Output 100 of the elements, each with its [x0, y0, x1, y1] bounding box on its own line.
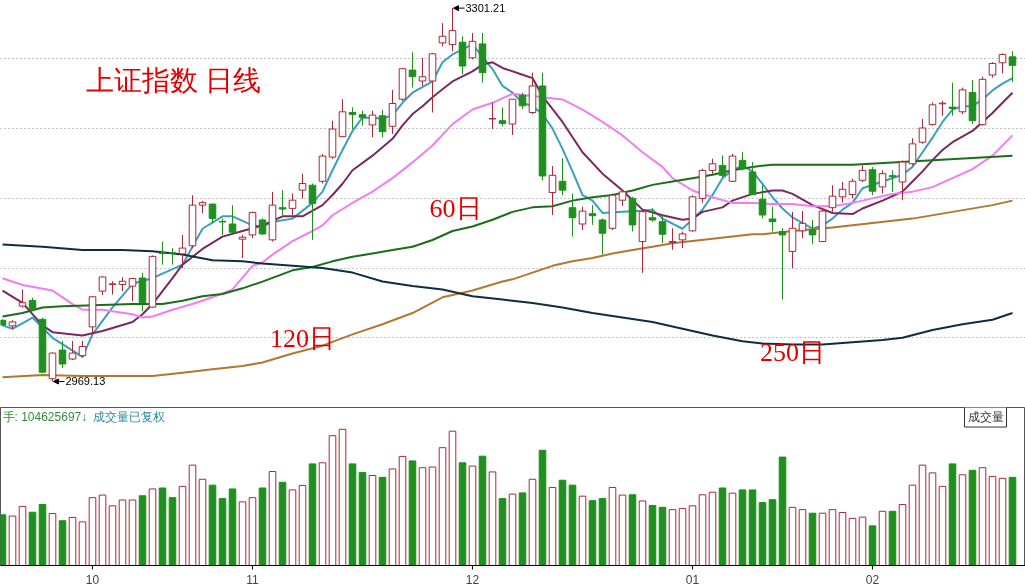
candlestick: [848, 178, 857, 199]
bar: [278, 481, 287, 566]
candlestick: [928, 101, 937, 127]
bar: [938, 485, 947, 566]
candlestick: [808, 219, 817, 245]
candlestick: [548, 165, 557, 216]
bar: [8, 515, 17, 566]
bar: [498, 498, 507, 566]
bar: [878, 510, 887, 566]
bar: [928, 472, 937, 566]
bar: [508, 493, 517, 566]
candlestick: [388, 89, 397, 135]
candlestick: [908, 137, 917, 166]
bar: [348, 463, 357, 566]
bar: [58, 520, 67, 566]
x-tick-label: 10: [85, 572, 100, 586]
bar: [608, 486, 617, 566]
candlestick: [108, 280, 117, 296]
bar: [138, 495, 147, 566]
candlestick: [898, 159, 907, 201]
candlestick: [1008, 50, 1017, 83]
candlestick: [918, 118, 927, 145]
candlestick: [878, 169, 887, 195]
bar: [308, 463, 317, 566]
candlestick: [408, 51, 417, 89]
bar: [338, 428, 347, 566]
bar: [398, 455, 407, 566]
candlestick: [348, 106, 357, 130]
bar: [558, 479, 567, 566]
candlestick: [948, 82, 957, 117]
bar: [368, 474, 377, 566]
bar: [408, 460, 417, 566]
text: 手: 104625697↓: [2, 410, 88, 425]
candlestick: [738, 151, 747, 171]
bar: [48, 512, 57, 566]
candlestick: [378, 109, 387, 138]
bar: [258, 487, 267, 566]
text: 成交量: [967, 410, 1004, 425]
bar: [908, 484, 917, 566]
candlestick: [58, 340, 67, 369]
bar: [358, 472, 367, 566]
bar: [678, 507, 687, 566]
candlestick: [418, 57, 427, 87]
bar: [68, 516, 77, 566]
bar: [88, 497, 97, 566]
bar: [718, 487, 727, 566]
bar: [818, 512, 827, 566]
candlestick: [558, 157, 567, 196]
bar: [748, 489, 757, 566]
candlestick: [768, 206, 777, 233]
bar: [848, 517, 857, 566]
bar: [168, 497, 177, 566]
bar: [658, 506, 667, 566]
text: 上证指数 日线: [85, 64, 261, 96]
bar: [418, 467, 427, 566]
text: 成交量已复权: [92, 410, 165, 425]
bar: [248, 497, 257, 566]
candlestick: [18, 288, 27, 309]
candlestick: [448, 7, 457, 52]
bar: [778, 456, 787, 566]
bar: [618, 494, 627, 566]
candlestick: [588, 204, 597, 226]
bar: [768, 499, 777, 566]
bar: [888, 510, 897, 566]
bar: [978, 467, 987, 566]
candlestick: [668, 227, 677, 251]
bar: [898, 503, 907, 566]
bar: [268, 471, 277, 566]
bar: [648, 504, 657, 566]
bar: [328, 435, 337, 566]
bar: [478, 455, 487, 566]
candlestick: [158, 241, 167, 266]
candlestick: [958, 87, 967, 115]
candlestick: [228, 204, 237, 234]
bar: [538, 449, 547, 566]
candlestick: [758, 184, 767, 219]
bar: [518, 492, 527, 566]
x-tick-label: 01: [685, 572, 700, 586]
candlestick: [748, 161, 757, 196]
bar: [18, 505, 27, 566]
x-tick-label: 11: [246, 572, 260, 586]
candlestick: [248, 211, 257, 239]
bar: [128, 499, 137, 566]
candlestick: [788, 211, 797, 269]
bar: [688, 505, 697, 566]
bar: [738, 489, 747, 566]
x-tick-label: 12: [465, 572, 480, 586]
bar: [198, 478, 207, 566]
candlestick: [438, 22, 447, 47]
bar: [78, 521, 87, 566]
bar: [218, 498, 227, 566]
bar: [638, 500, 647, 566]
candlestick: [998, 52, 1007, 74]
bar: [148, 488, 157, 566]
candlestick: [868, 166, 877, 196]
bar: [588, 500, 597, 566]
candlestick: [288, 193, 297, 216]
bar: [38, 503, 47, 566]
bar: [208, 484, 217, 566]
bar: [668, 509, 677, 566]
